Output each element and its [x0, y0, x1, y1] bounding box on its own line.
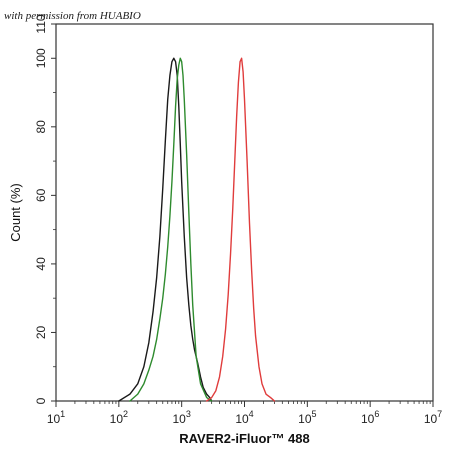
histogram-series-2: [129, 57, 213, 402]
y-axis-ticks: 0 20 40 60 80 100 110: [34, 14, 56, 404]
histogram-series-1: [118, 57, 213, 402]
x-tick-label: 104: [235, 409, 253, 426]
x-tick-label: 105: [298, 409, 316, 426]
y-tick-label: 20: [34, 325, 48, 339]
y-tick-label: 110: [34, 14, 48, 33]
y-tick-label: 0: [34, 397, 48, 404]
x-tick-label: 106: [361, 409, 379, 426]
y-axis-title: Count (%): [8, 183, 23, 242]
y-tick-label: 80: [34, 120, 48, 134]
plot-area: [55, 23, 434, 402]
x-axis-title: RAVER2-iFluor™ 488: [179, 431, 310, 446]
x-tick-label: 102: [110, 409, 128, 426]
plot-frame: [55, 23, 434, 402]
x-tick-label: 107: [424, 409, 442, 426]
series-layer: [118, 57, 276, 402]
x-tick-label: 101: [47, 409, 65, 426]
y-tick-label: 100: [34, 48, 48, 68]
histogram-series-3: [205, 57, 276, 402]
x-tick-label: 103: [172, 409, 190, 426]
x-axis-ticks: 101 102 103 104 105 106 107: [47, 401, 442, 426]
y-tick-label: 40: [34, 257, 48, 271]
y-tick-label: 60: [34, 188, 48, 202]
watermark-text: with permission from HUABIO: [4, 10, 141, 22]
